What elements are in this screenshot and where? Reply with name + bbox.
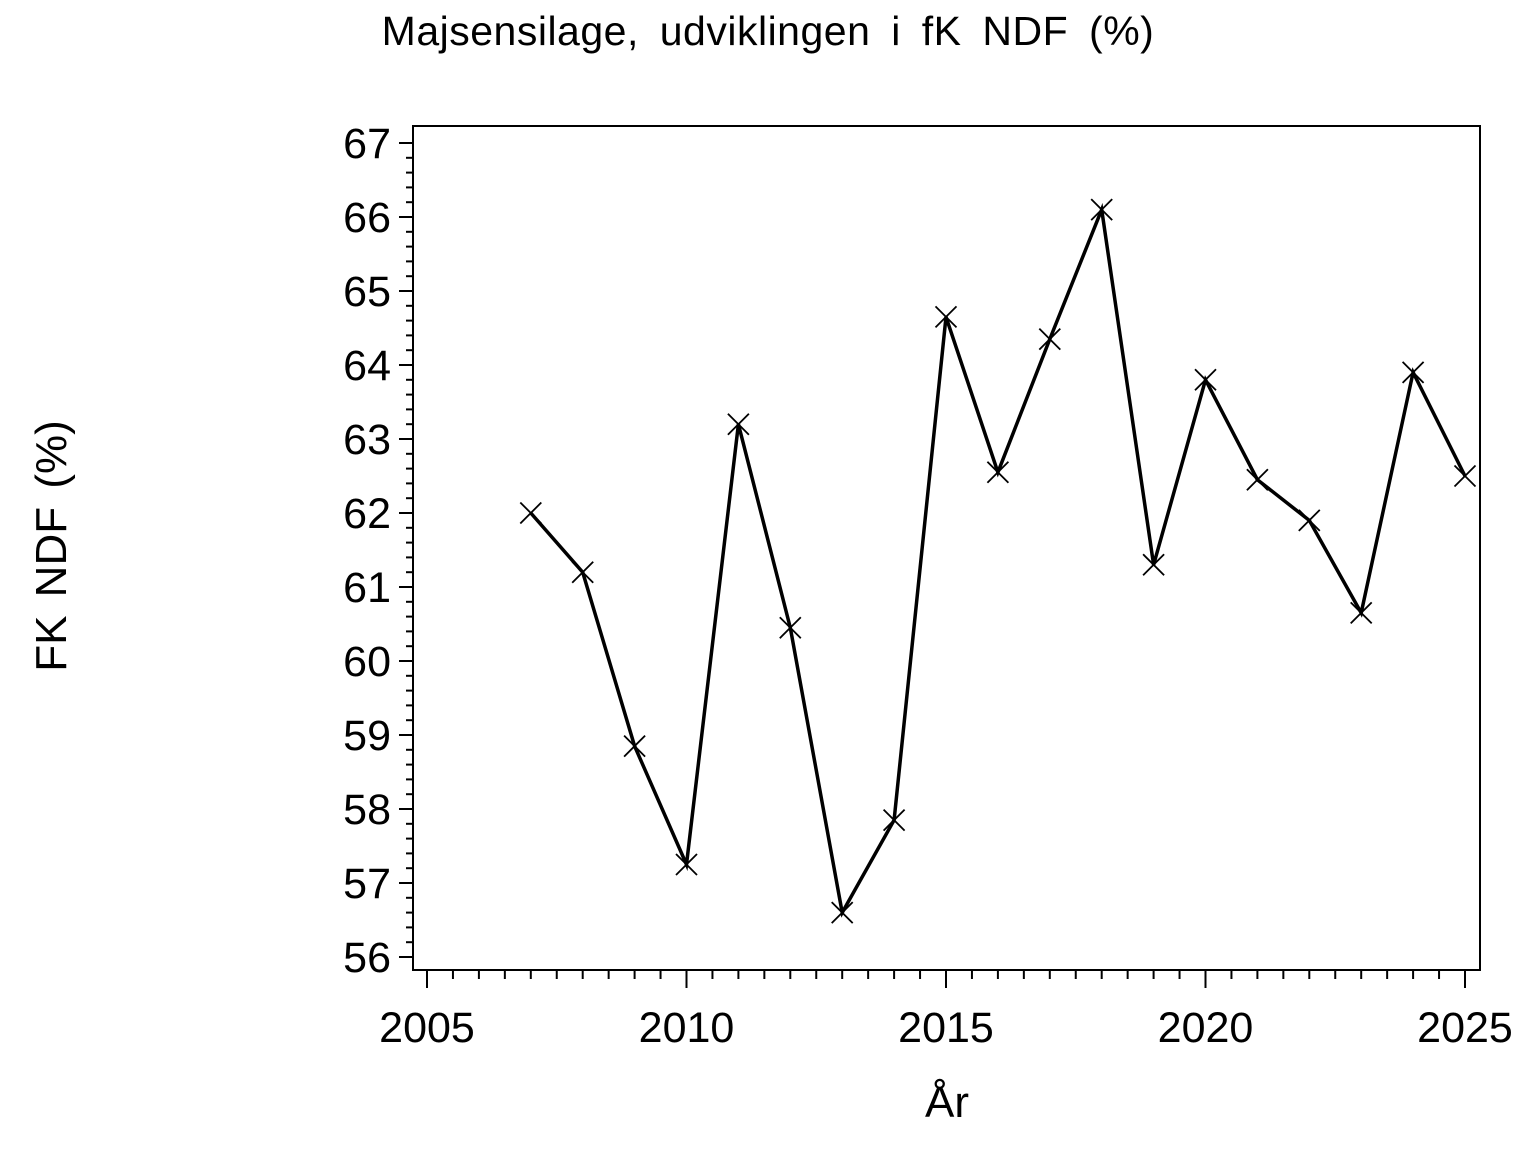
data-point-marker bbox=[1246, 468, 1269, 491]
y-tick-label: 58 bbox=[343, 786, 391, 834]
marker-stroke bbox=[986, 461, 1010, 484]
data-point-marker bbox=[1038, 327, 1061, 351]
marker-stroke bbox=[519, 501, 542, 525]
y-tick-label: 61 bbox=[343, 564, 391, 612]
y-tick-label: 66 bbox=[343, 194, 391, 242]
x-axis-title: År bbox=[925, 1078, 969, 1127]
chart-title: Majsensilage, udviklingen i fK NDF (%) bbox=[381, 8, 1155, 54]
axis-ticks bbox=[399, 142, 1466, 988]
marker-stroke bbox=[1246, 468, 1269, 491]
data-point-marker bbox=[1401, 361, 1425, 384]
data-point-marker bbox=[727, 413, 750, 436]
marker-stroke bbox=[1350, 601, 1373, 625]
marker-stroke bbox=[727, 413, 750, 436]
x-tick-label: 2010 bbox=[639, 1004, 735, 1052]
marker-stroke bbox=[623, 734, 646, 758]
data-point-marker bbox=[1194, 368, 1217, 391]
y-tick-label: 56 bbox=[343, 934, 391, 982]
marker-stroke bbox=[934, 305, 958, 329]
data-point-marker bbox=[1090, 198, 1113, 221]
x-tick-label: 2005 bbox=[379, 1004, 475, 1052]
marker-stroke bbox=[882, 808, 906, 832]
y-tick-label: 60 bbox=[343, 638, 391, 686]
data-point-marker bbox=[1350, 601, 1373, 625]
x-tick-label: 2025 bbox=[1417, 1004, 1513, 1052]
data-point-marker bbox=[831, 901, 854, 924]
x-tick-label: 2020 bbox=[1158, 1004, 1254, 1052]
marker-stroke bbox=[571, 561, 594, 584]
data-point-marker bbox=[519, 501, 542, 525]
data-point-marker bbox=[571, 561, 594, 584]
marker-stroke bbox=[1038, 327, 1061, 351]
data-point-marker bbox=[882, 808, 906, 832]
data-point-marker bbox=[986, 461, 1010, 484]
marker-stroke bbox=[831, 901, 854, 924]
marker-stroke bbox=[779, 616, 802, 639]
y-tick-label: 64 bbox=[343, 342, 391, 390]
marker-stroke bbox=[1453, 464, 1477, 488]
y-tick-label: 65 bbox=[343, 268, 391, 316]
y-tick-label: 63 bbox=[343, 416, 391, 464]
data-point-marker bbox=[1453, 464, 1477, 488]
y-tick-label: 62 bbox=[343, 490, 391, 538]
marker-stroke bbox=[675, 853, 698, 876]
marker-stroke bbox=[1401, 361, 1425, 384]
axis-tick-labels: 56 57 58 59 60 61 62 63 64 65 66 67 2005 2010 2015 2020… bbox=[343, 120, 1513, 1052]
data-point-marker bbox=[675, 853, 698, 876]
data-point-marker bbox=[1298, 509, 1321, 532]
y-axis-title: FK NDF (%) bbox=[27, 420, 76, 672]
data-point-marker bbox=[779, 616, 802, 639]
data-markers bbox=[519, 198, 1477, 924]
plot-frame bbox=[412, 125, 1481, 971]
marker-stroke bbox=[1194, 368, 1217, 391]
y-tick-label: 57 bbox=[343, 860, 391, 908]
data-point-marker bbox=[934, 305, 958, 329]
marker-stroke bbox=[1298, 509, 1321, 532]
data-point-marker bbox=[623, 734, 646, 758]
marker-stroke bbox=[1142, 553, 1165, 576]
marker-stroke bbox=[1090, 198, 1113, 221]
data-point-marker bbox=[1142, 553, 1165, 576]
x-tick-label: 2015 bbox=[898, 1004, 994, 1052]
y-tick-label: 59 bbox=[343, 712, 391, 760]
data-line bbox=[529, 202, 1467, 918]
y-tick-label: 67 bbox=[343, 120, 391, 168]
